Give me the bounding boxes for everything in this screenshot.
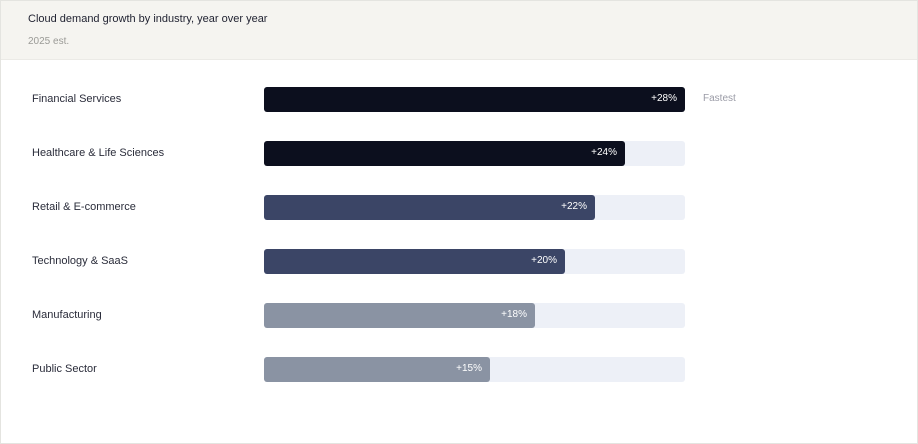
category-label: Financial Services [32,93,122,105]
bar-value-label: +20% [531,255,557,266]
category-label: Retail & E-commerce [32,201,136,213]
chart-header: Cloud demand growth by industry, year ov… [1,1,917,60]
bar-track: +18% [264,303,685,328]
category-label: Manufacturing [32,309,102,321]
bar-track: +20% [264,249,685,274]
bar-track: +24% [264,141,685,166]
bar-track: +22% [264,195,685,220]
chart-subtitle: 2025 est. [28,36,70,47]
bar-row: Public Sector +15% [1,357,917,382]
bar-row: Manufacturing +18% [1,303,917,328]
bar: +28% [264,87,685,112]
bar-value-label: +28% [651,93,677,104]
category-label: Technology & SaaS [32,255,129,267]
category-label: Healthcare & Life Sciences [32,147,165,159]
bar-row: Healthcare & Life Sciences +24% [1,141,917,166]
bar-value-label: +18% [501,309,527,320]
bar-row: Technology & SaaS +20% [1,249,917,274]
bar-track: +28% [264,87,685,112]
bar-track: +15% [264,357,685,382]
bar-row: Financial Services +28% Fastest [1,87,917,112]
bar-row: Retail & E-commerce +22% [1,195,917,220]
bar-value-label: +24% [591,147,617,158]
bar: +24% [264,141,625,166]
bar: +15% [264,357,490,382]
bar: +18% [264,303,535,328]
bar: +22% [264,195,595,220]
chart-title: Cloud demand growth by industry, year ov… [28,13,268,25]
bar-value-label: +22% [561,201,587,212]
annotation-label: Fastest [703,93,736,104]
bar: +20% [264,249,565,274]
category-label: Public Sector [32,363,97,375]
bar-value-label: +15% [456,363,482,374]
